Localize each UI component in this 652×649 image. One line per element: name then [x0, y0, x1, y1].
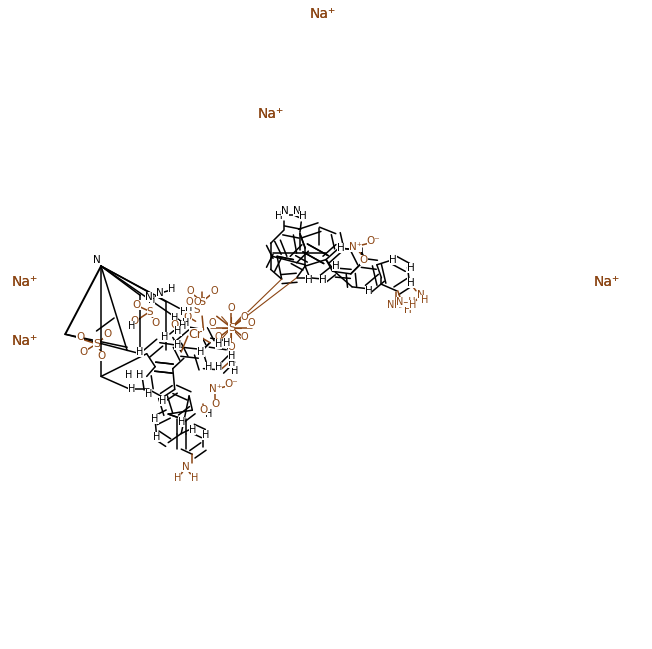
- Text: H: H: [205, 361, 213, 372]
- Text: H: H: [179, 321, 186, 332]
- Text: H: H: [128, 321, 136, 331]
- Text: H: H: [190, 473, 198, 484]
- Text: S: S: [199, 297, 205, 307]
- Text: H: H: [205, 409, 213, 419]
- Text: Na⁺: Na⁺: [12, 275, 38, 289]
- Text: H: H: [173, 340, 181, 350]
- Text: H: H: [275, 211, 283, 221]
- Text: N: N: [156, 288, 164, 299]
- Text: S: S: [228, 323, 235, 333]
- Text: O: O: [97, 350, 105, 361]
- Text: H: H: [332, 261, 340, 271]
- Text: H: H: [147, 295, 155, 305]
- Text: O: O: [185, 297, 193, 307]
- Text: H: H: [128, 384, 136, 395]
- Text: O: O: [104, 329, 111, 339]
- Text: O: O: [208, 318, 216, 328]
- Text: H: H: [409, 300, 417, 310]
- Text: O: O: [133, 300, 141, 310]
- Text: O: O: [228, 303, 235, 313]
- Text: H: H: [228, 358, 235, 369]
- Text: O: O: [200, 405, 207, 415]
- Text: O: O: [241, 332, 248, 343]
- Text: O⁻: O⁻: [224, 379, 239, 389]
- Text: O: O: [228, 342, 235, 352]
- Text: Na⁺: Na⁺: [310, 7, 336, 21]
- Text: O: O: [247, 318, 255, 328]
- Text: O: O: [151, 318, 159, 328]
- Text: N: N: [281, 206, 289, 216]
- Text: O: O: [215, 332, 222, 343]
- Text: S: S: [147, 306, 153, 317]
- Text: O: O: [171, 319, 179, 330]
- Text: H: H: [215, 361, 222, 372]
- Text: N: N: [417, 290, 424, 300]
- Text: H: H: [319, 275, 327, 286]
- Text: H: H: [299, 211, 307, 221]
- Text: H: H: [171, 313, 179, 323]
- Text: O: O: [80, 347, 87, 357]
- Text: H: H: [136, 370, 144, 380]
- Text: H: H: [153, 432, 160, 442]
- Text: H: H: [180, 306, 188, 317]
- Text: O: O: [76, 332, 84, 343]
- Text: H: H: [185, 303, 193, 313]
- Text: N–H: N–H: [387, 300, 406, 310]
- Text: H: H: [421, 295, 429, 306]
- Text: H: H: [231, 366, 239, 376]
- Text: H: H: [407, 278, 415, 288]
- Text: H: H: [201, 430, 209, 440]
- Text: H: H: [145, 389, 153, 399]
- Text: H: H: [136, 347, 144, 358]
- Text: S: S: [93, 339, 100, 349]
- Text: Na⁺: Na⁺: [593, 275, 619, 289]
- Text: H: H: [364, 286, 372, 296]
- Text: N: N: [145, 291, 153, 302]
- Text: H: H: [174, 326, 182, 336]
- Text: H: H: [125, 370, 133, 380]
- Text: H: H: [337, 243, 345, 253]
- Text: H: H: [182, 318, 190, 328]
- Text: N: N: [93, 254, 100, 265]
- Text: Cr: Cr: [188, 328, 203, 341]
- Text: H: H: [168, 284, 176, 294]
- Text: Na⁺: Na⁺: [258, 106, 284, 121]
- Text: Na⁺: Na⁺: [258, 106, 284, 121]
- Text: N⁺: N⁺: [349, 241, 362, 252]
- Text: H: H: [223, 337, 231, 348]
- Text: H: H: [389, 254, 397, 265]
- Text: H: H: [160, 332, 168, 343]
- Text: O: O: [193, 297, 201, 307]
- Text: N: N: [293, 206, 301, 216]
- Text: H: H: [404, 304, 411, 315]
- Text: O⁻: O⁻: [366, 236, 381, 247]
- Text: H: H: [151, 413, 159, 424]
- Text: N: N: [182, 462, 190, 472]
- Text: H: H: [177, 417, 185, 427]
- Text: Na⁺: Na⁺: [12, 334, 38, 348]
- Text: H: H: [407, 263, 415, 273]
- Text: S: S: [194, 305, 200, 315]
- Text: O: O: [184, 312, 192, 322]
- Text: O: O: [211, 398, 219, 409]
- Text: H: H: [304, 275, 312, 286]
- Text: H: H: [228, 350, 235, 361]
- Text: H: H: [197, 347, 205, 358]
- Text: H: H: [394, 300, 402, 310]
- Text: H: H: [159, 396, 167, 406]
- Text: Na⁺: Na⁺: [12, 275, 38, 289]
- Text: O: O: [186, 286, 194, 297]
- Text: O: O: [131, 315, 139, 326]
- Text: Na⁺: Na⁺: [310, 7, 336, 21]
- Text: N⁺: N⁺: [209, 384, 222, 395]
- Text: Na⁺: Na⁺: [593, 275, 619, 289]
- Text: O: O: [360, 254, 368, 265]
- Text: O: O: [210, 286, 218, 297]
- Text: H: H: [215, 339, 222, 349]
- Text: H: H: [188, 424, 196, 435]
- Text: N–H: N–H: [396, 297, 415, 307]
- Text: H: H: [173, 473, 181, 484]
- Text: O: O: [241, 312, 248, 322]
- Text: Na⁺: Na⁺: [12, 334, 38, 348]
